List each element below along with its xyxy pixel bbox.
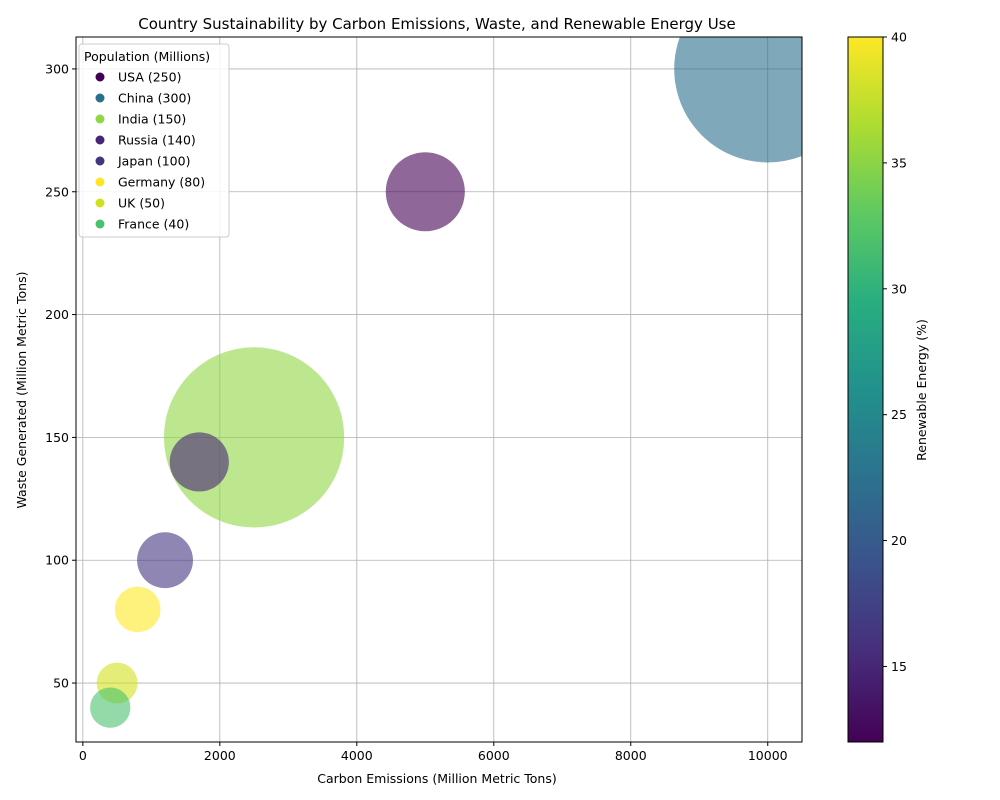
legend-marker bbox=[95, 93, 105, 103]
y-tick-label: 100 bbox=[45, 553, 69, 568]
legend-marker bbox=[95, 114, 105, 124]
legend-entry-label: USA (250) bbox=[118, 70, 181, 85]
colorbar-tick-label: 30 bbox=[891, 281, 907, 296]
legend-entry-label: Russia (140) bbox=[118, 133, 196, 148]
legend-entry-label: France (40) bbox=[118, 217, 189, 232]
legend-entry-label: UK (50) bbox=[118, 196, 165, 211]
y-axis-label: Waste Generated (Million Metric Tons) bbox=[14, 272, 29, 509]
legend-marker bbox=[95, 177, 105, 187]
y-tick-label: 250 bbox=[45, 184, 69, 199]
y-tick-label: 300 bbox=[45, 61, 69, 76]
x-tick-label: 2000 bbox=[204, 748, 236, 763]
y-tick-label: 200 bbox=[45, 307, 69, 322]
colorbar-tick-label: 20 bbox=[891, 533, 907, 548]
legend-items: USA (250) China (300) India (150) Russia (1… bbox=[95, 70, 205, 232]
colorbar-tick-label: 40 bbox=[891, 30, 907, 45]
legend-marker bbox=[95, 72, 105, 82]
x-tick-label: 10000 bbox=[748, 748, 788, 763]
data-point-france bbox=[90, 687, 131, 728]
legend-marker bbox=[95, 156, 105, 166]
legend-entry-label: Japan (100) bbox=[117, 154, 190, 169]
legend-box bbox=[78, 43, 230, 238]
data-point-japan bbox=[137, 532, 193, 589]
data-point-china bbox=[674, 37, 802, 163]
y-tick-label: 150 bbox=[45, 430, 69, 445]
legend-title: Population (Millions) bbox=[84, 49, 210, 64]
x-axis-ticks: 0 2000 4000 6000 8000 10000 bbox=[79, 742, 788, 763]
data-point-germany bbox=[114, 586, 161, 633]
legend-entry-label: India (150) bbox=[118, 112, 186, 127]
colorbar-tick-label: 25 bbox=[891, 407, 907, 422]
y-tick-label: 50 bbox=[53, 676, 69, 691]
legend: Population (Millions) USA (250) China (30… bbox=[78, 43, 230, 238]
plot-frame bbox=[75, 36, 803, 743]
colorbar-tick-label: 35 bbox=[891, 155, 907, 170]
chart-title: Country Sustainability by Carbon Emissio… bbox=[138, 15, 735, 33]
x-tick-label: 4000 bbox=[341, 748, 373, 763]
x-tick-label: 0 bbox=[79, 748, 87, 763]
legend-entry-label: China (300) bbox=[118, 91, 191, 106]
legend-marker bbox=[95, 135, 105, 145]
colorbar-label: Renewable Energy (%) bbox=[914, 319, 929, 461]
legend-marker bbox=[95, 198, 105, 208]
data-points bbox=[90, 37, 802, 728]
data-point-usa bbox=[385, 152, 465, 232]
legend-marker bbox=[95, 219, 105, 229]
y-axis-ticks: 50 100 150 200 250 300 bbox=[45, 61, 76, 691]
x-tick-label: 8000 bbox=[615, 748, 647, 763]
x-tick-label: 6000 bbox=[478, 748, 510, 763]
data-point-russia bbox=[169, 432, 229, 492]
colorbar-ticks: 15 20 25 30 35 40 bbox=[883, 30, 907, 674]
colorbar: 15 20 25 30 35 40 Renewable Energy (%) bbox=[847, 30, 929, 743]
legend-entry-label: Germany (80) bbox=[118, 175, 205, 190]
colorbar-tick-label: 15 bbox=[891, 659, 907, 674]
x-axis-label: Carbon Emissions (Million Metric Tons) bbox=[317, 771, 557, 786]
colorbar-gradient bbox=[847, 36, 884, 743]
